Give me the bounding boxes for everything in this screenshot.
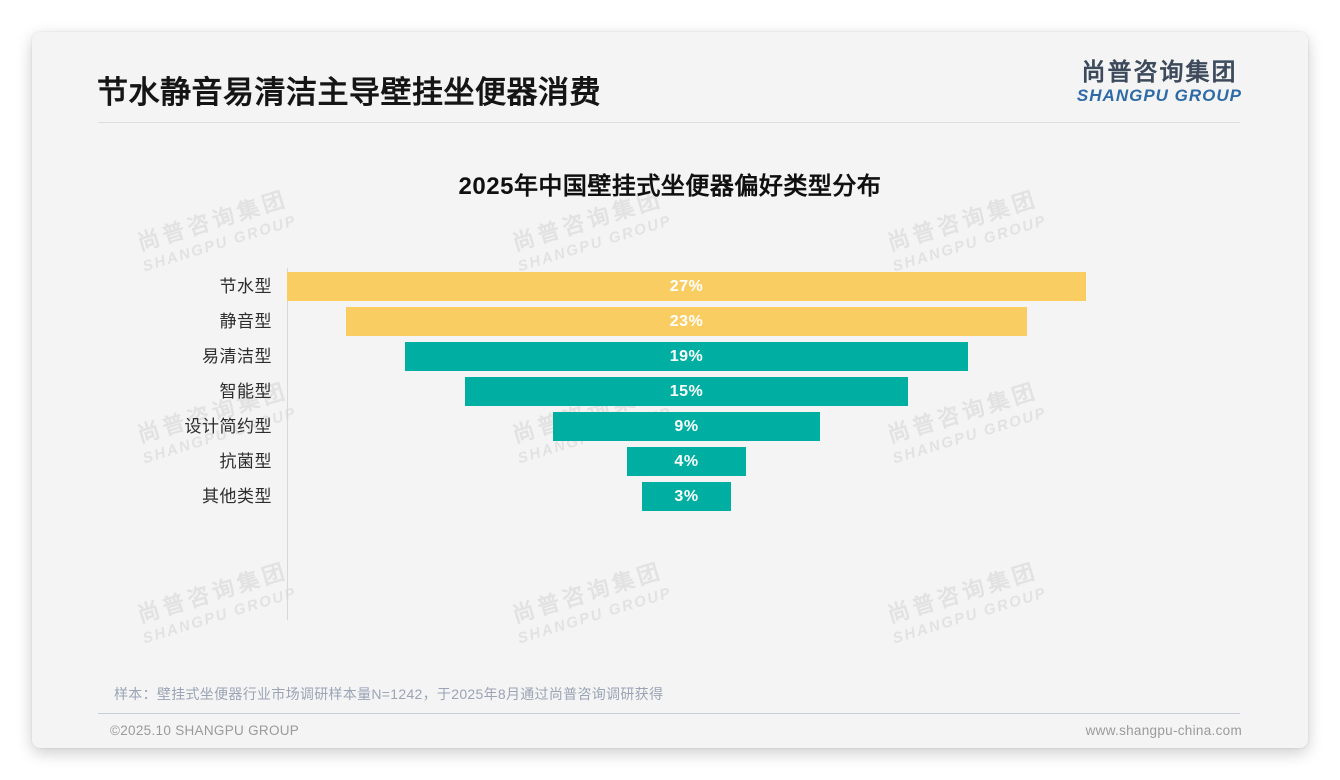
funnel-chart: 节水型 27% 静音型 23% 易清洁型 19% 智能型 15% 设计简约型 9% 抗菌型 4% 其他类… bbox=[32, 32, 1308, 748]
page-title: 节水静音易清洁主导壁挂坐便器消费 bbox=[97, 75, 601, 110]
bar-segment: 9% bbox=[553, 412, 820, 441]
footer-divider bbox=[98, 713, 1240, 714]
title-divider bbox=[98, 122, 1240, 123]
category-label: 设计简约型 bbox=[184, 417, 272, 436]
category-label: 抗菌型 bbox=[219, 452, 272, 471]
bar-segment: 4% bbox=[627, 447, 746, 476]
category-label: 节水型 bbox=[219, 277, 272, 296]
copyright-text: ©2025.10 SHANGPU GROUP bbox=[110, 723, 300, 738]
bar-value-label: 15% bbox=[669, 383, 704, 400]
company-logo: 尚普咨询集团 SHANGPU GROUP bbox=[1076, 59, 1242, 106]
logo-english-text: SHANGPU GROUP bbox=[1076, 86, 1242, 105]
bar-value-label: 3% bbox=[674, 488, 699, 505]
logo-chinese-text: 尚普咨询集团 bbox=[1081, 59, 1238, 86]
bar-segment: 27% bbox=[287, 272, 1086, 301]
category-label: 智能型 bbox=[219, 382, 272, 401]
slide-card: 尚普咨询集团 SHANGPU GROUP 尚普咨询集团 SHANGPU GROUP 尚普… bbox=[32, 32, 1308, 748]
sample-note: 样本：壁挂式坐便器行业市场调研样本量N=1242，于2025年8月通过尚普咨询调… bbox=[114, 686, 664, 702]
category-label: 其他类型 bbox=[202, 487, 272, 506]
category-label: 易清洁型 bbox=[202, 347, 272, 366]
bar-value-label: 4% bbox=[674, 453, 699, 470]
bar-segment: 19% bbox=[405, 342, 968, 371]
category-label: 静音型 bbox=[219, 312, 272, 331]
bar-value-label: 19% bbox=[669, 348, 704, 365]
bar-value-label: 23% bbox=[669, 313, 704, 330]
bar-segment: 15% bbox=[464, 377, 909, 406]
chart-title: 2025年中国壁挂式坐便器偏好类型分布 bbox=[458, 173, 882, 200]
bar-value-label: 27% bbox=[669, 278, 704, 295]
website-text: www.shangpu-china.com bbox=[1085, 723, 1242, 738]
bar-segment: 23% bbox=[346, 307, 1027, 336]
chart-axis-line bbox=[287, 268, 288, 620]
bar-value-label: 9% bbox=[674, 418, 699, 435]
bar-segment: 3% bbox=[642, 482, 731, 511]
